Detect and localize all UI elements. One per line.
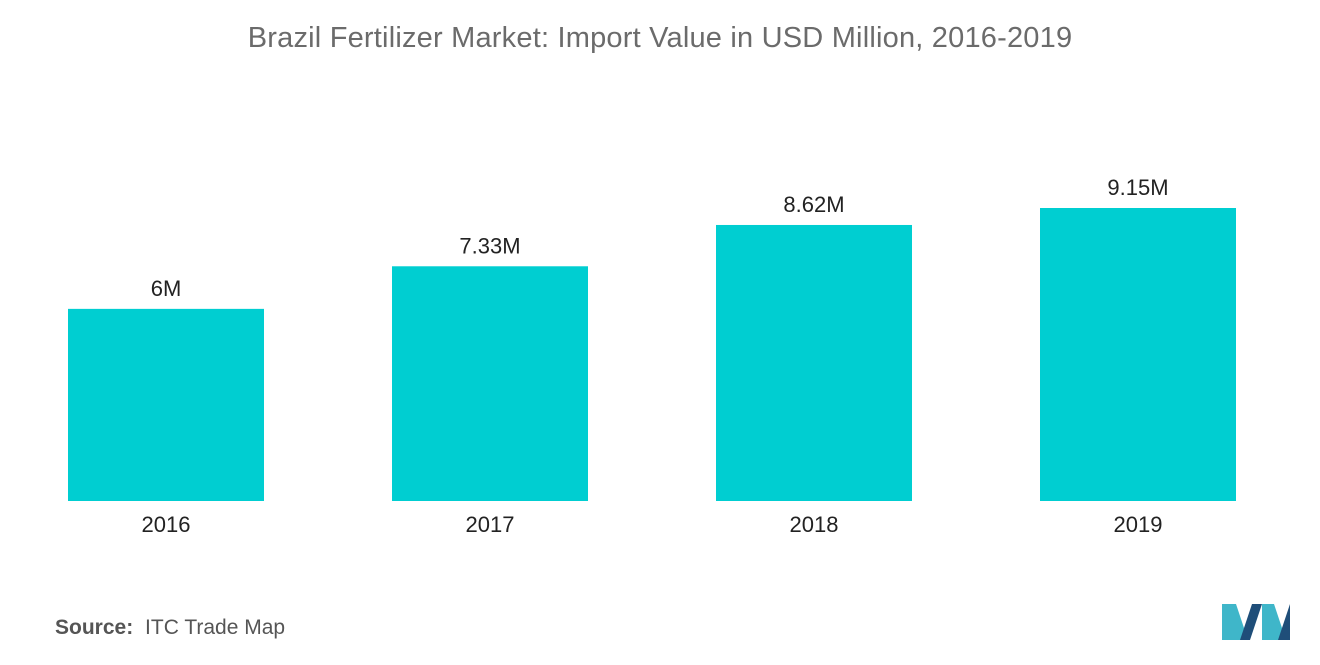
bar-2016 xyxy=(68,308,264,501)
x-tick-label-2018: 2018 xyxy=(790,512,839,537)
data-label-2017: 7.33M xyxy=(459,233,520,258)
x-tick-label-2019: 2019 xyxy=(1114,512,1163,537)
data-label-2019: 9.15M xyxy=(1107,175,1168,200)
data-label-2018: 8.62M xyxy=(783,192,844,217)
mordor-intelligence-logo-icon xyxy=(1222,604,1290,640)
bar-2018 xyxy=(716,224,912,501)
source-text: ITC Trade Map xyxy=(145,616,286,639)
bar-chart: 6M 2016 7.33M 2017 8.62M 2018 9.15M 2019 xyxy=(68,175,1236,537)
chart-title: Brazil Fertilizer Market: Import Value i… xyxy=(247,22,1073,54)
source-note: Source: ITC Trade Map xyxy=(55,616,285,640)
bar-2019 xyxy=(1040,208,1236,501)
source-label: Source: xyxy=(55,616,134,639)
x-tick-label-2017: 2017 xyxy=(466,512,515,537)
data-label-2016: 6M xyxy=(151,276,182,301)
bar-2017 xyxy=(392,266,588,501)
x-tick-label-2016: 2016 xyxy=(142,512,191,537)
